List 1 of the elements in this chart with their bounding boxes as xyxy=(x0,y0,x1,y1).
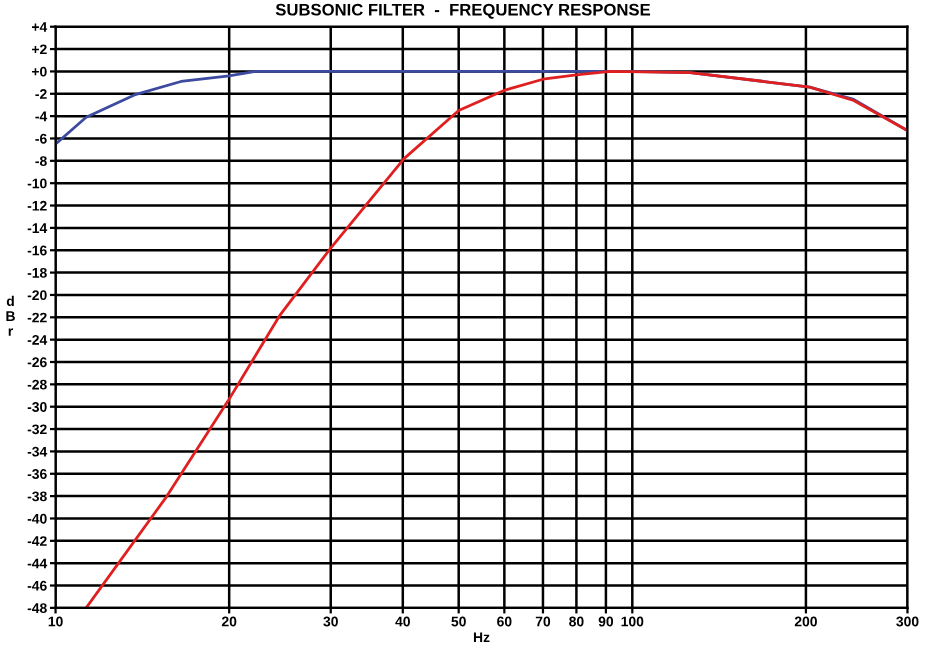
chart-title: SUBSONIC FILTER - FREQUENCY RESPONSE xyxy=(275,3,651,19)
